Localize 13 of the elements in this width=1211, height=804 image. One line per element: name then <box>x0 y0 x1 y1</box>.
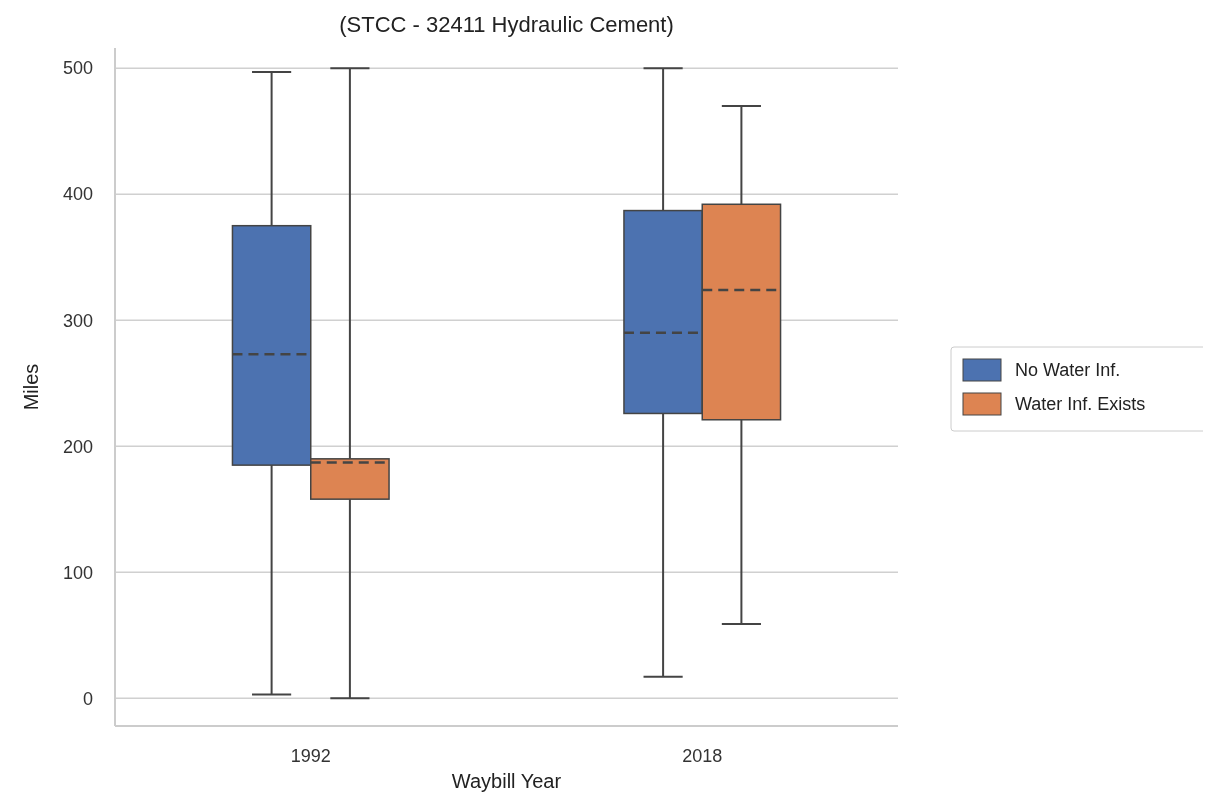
y-axis-title: Miles <box>20 363 42 411</box>
y-tick-label: 100 <box>62 562 93 583</box>
x-tick-label: 1992 <box>290 746 331 766</box>
legend-label: Water Inf. Exists <box>1015 394 1146 415</box>
legend-label: No Water Inf. <box>1015 360 1121 381</box>
y-tick-label: 200 <box>62 436 93 457</box>
y-tick-label: 300 <box>62 310 93 331</box>
y-tick-label: 0 <box>82 688 93 709</box>
x-axis-title: Waybill Year <box>451 770 562 792</box>
chart-title: (STCC - 32411 Hydraulic Cement) <box>339 12 674 37</box>
x-tick-label: 2018 <box>682 746 723 766</box>
y-tick-label: 500 <box>62 58 93 79</box>
y-tick-label: 400 <box>62 184 93 205</box>
